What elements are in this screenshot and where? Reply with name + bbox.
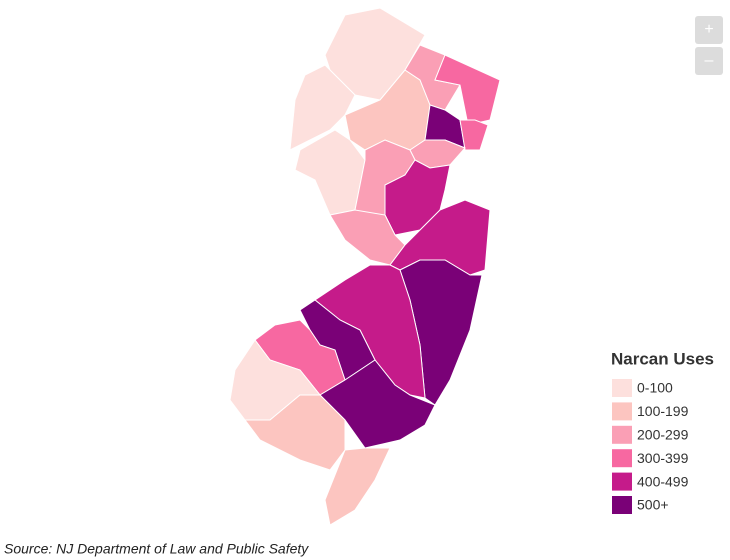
legend-swatch <box>612 379 632 397</box>
legend-label: 300-399 <box>637 450 689 466</box>
legend-swatch <box>612 449 632 468</box>
county-atlantic <box>319 359 436 449</box>
legend-label: 0-100 <box>637 380 673 396</box>
zoom-in-button[interactable] <box>695 16 723 44</box>
legend-swatch <box>612 402 632 421</box>
legend-swatch <box>612 472 632 491</box>
zoom-out-label[interactable]: – <box>705 52 714 69</box>
legend-title: Narcan Uses <box>611 349 714 368</box>
source-note: Source: NJ Department of Law and Public … <box>4 541 309 557</box>
legend-label: 400-499 <box>637 473 689 489</box>
zoom-in-label[interactable]: + <box>704 21 713 38</box>
legend: 0-100 100-199 200-299 300-399 400-499 500+ <box>612 379 689 514</box>
legend-swatch <box>612 496 632 514</box>
legend-swatch <box>612 425 632 444</box>
legend-label: 500+ <box>637 497 669 513</box>
legend-label: 200-299 <box>637 427 689 443</box>
zoom-controls: + – <box>695 16 723 75</box>
county-warren <box>289 64 356 151</box>
zoom-out-button[interactable] <box>695 47 723 75</box>
counties <box>229 7 501 526</box>
county-hudson <box>459 119 489 151</box>
county-cape-may <box>324 447 391 526</box>
county-cumberland <box>244 394 346 471</box>
legend-label: 100-199 <box>637 403 689 419</box>
